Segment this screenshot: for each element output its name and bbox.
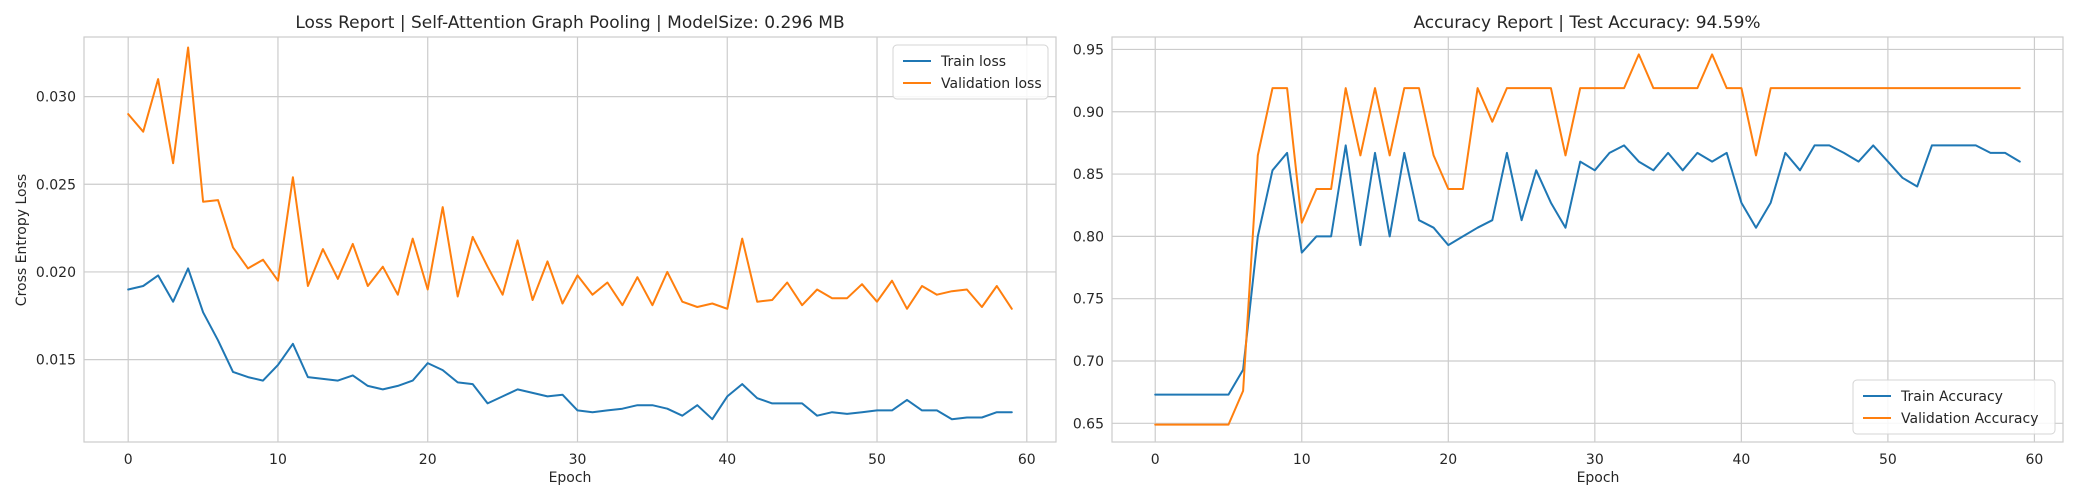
accuracy-y-tick-label: 0.95	[1073, 42, 1104, 58]
accuracy-grid-x	[1154, 37, 2036, 442]
loss-y-tick-label: 0.025	[36, 177, 76, 193]
loss-x-tick-label: 20	[419, 452, 437, 468]
loss-series	[127, 46, 1013, 421]
loss-y-tick-label: 0.030	[36, 90, 76, 106]
loss-x-tick-label: 0	[124, 452, 133, 468]
loss-y-tick-label: 0.020	[36, 265, 76, 281]
loss-grid-y	[84, 96, 1056, 361]
loss-x-axis-label: Epoch	[549, 470, 592, 486]
accuracy-series-line-1	[1154, 144, 2021, 396]
loss-plot-frame	[83, 36, 1057, 443]
accuracy-series-line-2	[1154, 53, 2021, 426]
accuracy-x-tick-label: 0	[1151, 452, 1160, 468]
accuracy-legend-label-2: Validation Accuracy	[1901, 411, 2039, 427]
accuracy-y-tick-label: 0.70	[1073, 354, 1104, 370]
accuracy-panel: 0 10 20 30 40 50 60 0.650.700.750.800.850.900.…	[1073, 13, 2064, 486]
accuracy-y-tick-label: 0.80	[1073, 229, 1104, 245]
accuracy-plot-frame	[1111, 36, 2064, 443]
loss-series-line-1	[127, 267, 1013, 421]
loss-plot-area	[84, 37, 1056, 442]
loss-x-tick-label: 40	[718, 452, 736, 468]
loss-legend-label-1: Train loss	[940, 54, 1006, 70]
loss-grid-x	[127, 37, 1028, 442]
accuracy-series	[1154, 53, 2021, 426]
loss-legend: Train loss Validation loss	[892, 44, 1049, 100]
accuracy-x-tick-label: 60	[2026, 452, 2044, 468]
loss-y-tick-label: 0.015	[36, 353, 76, 369]
accuracy-legend: Train Accuracy Validation Accuracy	[1852, 379, 2056, 435]
loss-x-tick-label: 10	[269, 452, 287, 468]
loss-x-ticks: 0 10 20 30 40 50 60	[124, 452, 1036, 468]
accuracy-title: Accuracy Report | Test Accuracy: 94.59%	[1413, 13, 1760, 33]
accuracy-x-tick-label: 50	[1879, 452, 1897, 468]
accuracy-x-tick-label: 10	[1293, 452, 1311, 468]
loss-title: Loss Report | Self-Attention Graph Pooli…	[295, 13, 844, 33]
loss-legend-label-2: Validation loss	[941, 76, 1042, 92]
loss-y-ticks: 0.015 0.020 0.025 0.030	[36, 90, 76, 369]
accuracy-y-tick-label: 0.75	[1073, 292, 1104, 308]
loss-series-line-2	[127, 46, 1013, 310]
accuracy-x-ticks: 0 10 20 30 40 50 60	[1151, 452, 2044, 468]
accuracy-y-tick-label: 0.90	[1073, 105, 1104, 121]
loss-x-tick-label: 50	[868, 452, 886, 468]
accuracy-x-tick-label: 40	[1732, 452, 1750, 468]
loss-x-tick-label: 60	[1018, 452, 1036, 468]
loss-x-tick-label: 30	[569, 452, 587, 468]
accuracy-y-tick-label: 0.65	[1073, 416, 1104, 432]
accuracy-x-tick-label: 20	[1439, 452, 1457, 468]
accuracy-y-ticks: 0.65 0.70 0.75 0.80 0.85 0.90 0.95	[1073, 42, 1104, 432]
loss-y-axis-label: Cross Entropy Loss	[14, 174, 30, 306]
accuracy-legend-label-1: Train Accuracy	[1900, 389, 2003, 405]
accuracy-x-tick-label: 30	[1586, 452, 1604, 468]
accuracy-plot-area	[1112, 37, 2063, 442]
accuracy-y-tick-label: 0.85	[1073, 167, 1104, 183]
loss-panel: 0 10 20 30 40 50 60 0.015 0.020 0.025 0.030 Loss …	[14, 13, 1057, 486]
accuracy-x-axis-label: Epoch	[1577, 470, 1620, 486]
loss-legend-box	[892, 44, 1049, 100]
accuracy-legend-box	[1852, 379, 2056, 435]
